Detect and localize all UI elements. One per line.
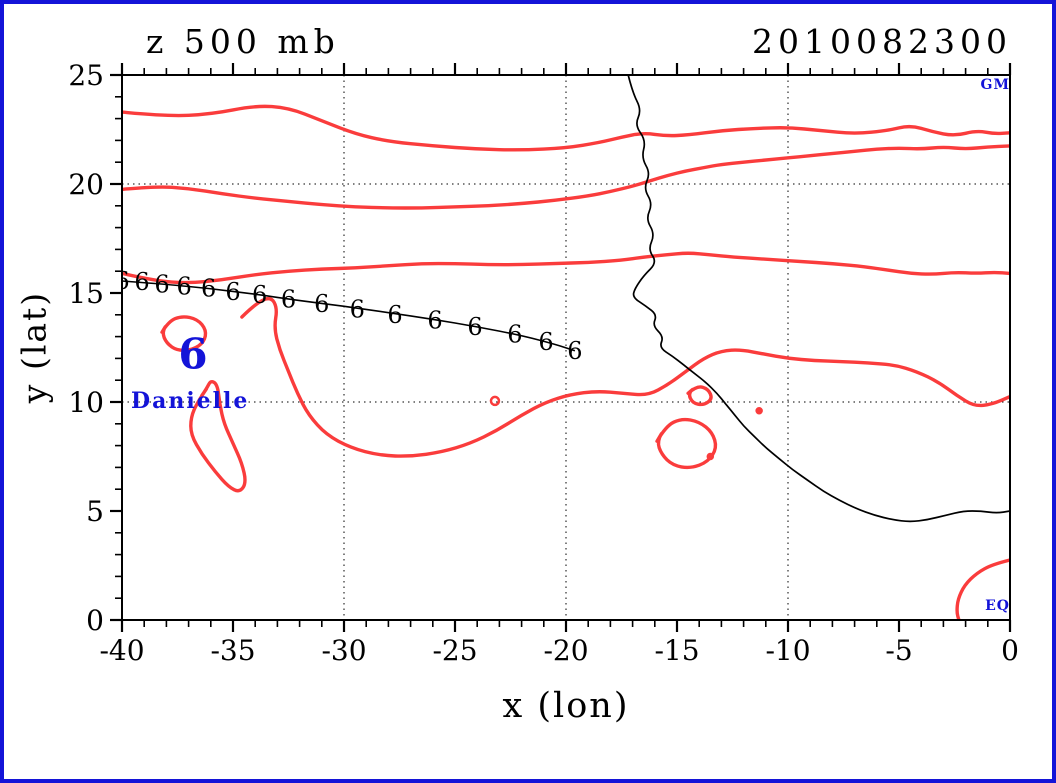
storm-name-label: Danielle xyxy=(131,388,250,414)
red-contour xyxy=(160,315,208,352)
storm-track xyxy=(122,280,576,352)
x-tick-label: 0 xyxy=(1001,634,1019,667)
x-tick-label: -20 xyxy=(543,634,588,667)
track-marker: 6 xyxy=(314,290,329,318)
track-marker: 6 xyxy=(281,286,296,314)
track-marker: 6 xyxy=(225,278,240,306)
y-tick-label: 10 xyxy=(68,386,104,419)
track-marker: 6 xyxy=(134,268,149,296)
x-tick-label: -30 xyxy=(321,634,366,667)
x-tick-label: -5 xyxy=(885,634,912,667)
x-tick-label: -35 xyxy=(210,634,255,667)
track-marker: 6 xyxy=(538,328,553,356)
y-axis-label: y (lat) xyxy=(14,290,54,404)
y-tick-label: 25 xyxy=(68,59,104,92)
track-marker: 6 xyxy=(201,275,216,303)
gm-label: GM xyxy=(980,77,1010,93)
red-contour-dot xyxy=(706,452,715,461)
storm-position-symbol: 6 xyxy=(178,329,208,379)
coastline xyxy=(627,75,1010,523)
plot-title: z 500 mb xyxy=(146,22,340,61)
x-tick-label: -40 xyxy=(99,634,144,667)
track-marker: 6 xyxy=(427,306,442,334)
red-contour xyxy=(122,144,1010,210)
y-tick-label: 20 xyxy=(68,168,104,201)
track-marker: 6 xyxy=(252,281,267,309)
track-marker: 6 xyxy=(567,337,582,365)
red-contour xyxy=(122,104,1010,152)
x-tick-label: -25 xyxy=(432,634,477,667)
red-contour-dot xyxy=(755,406,763,415)
red-contour xyxy=(686,385,713,407)
red-contour xyxy=(240,296,1010,458)
track-marker: 6 xyxy=(177,272,192,300)
red-contour xyxy=(655,417,718,470)
y-tick-label: 15 xyxy=(68,277,104,310)
track-marker: 6 xyxy=(507,320,522,348)
track-marker: 6 xyxy=(387,301,402,329)
red-contour-dot xyxy=(489,395,501,407)
x-tick-label: -10 xyxy=(765,634,810,667)
red-contour xyxy=(122,251,1010,285)
x-axis-label: x (lon) xyxy=(502,686,630,726)
y-tick-label: 0 xyxy=(86,604,104,637)
red-contour xyxy=(955,558,1010,620)
timestamp-label: 2010082300 xyxy=(752,22,1012,61)
eq-label: EQ xyxy=(985,598,1010,614)
track-marker: 6 xyxy=(350,295,365,323)
red-contour xyxy=(189,379,247,493)
track-marker: 6 xyxy=(154,270,169,298)
y-tick-label: 5 xyxy=(86,495,104,528)
x-tick-label: -15 xyxy=(654,634,699,667)
track-marker: 6 xyxy=(467,313,482,341)
track-marker: 6 xyxy=(114,267,129,295)
